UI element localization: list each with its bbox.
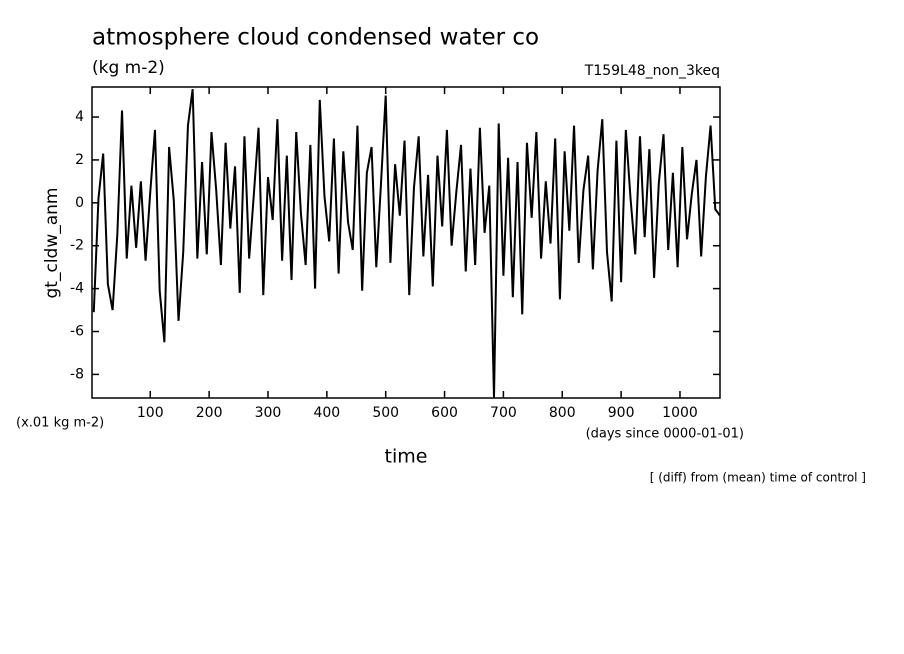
x-tick-label: 200 xyxy=(196,405,223,421)
y-tick-label: -2 xyxy=(70,238,84,254)
y-tick-label: 2 xyxy=(75,152,84,168)
y-axis-title: gt_cldw_anm xyxy=(42,188,62,299)
y-tick-label: -8 xyxy=(70,366,84,382)
note: [ (diff) from (mean) time of control ] xyxy=(650,471,866,485)
y-tick-label: 0 xyxy=(75,195,84,211)
x-tick-label: 600 xyxy=(431,405,458,421)
x-tick-label: 1000 xyxy=(662,405,698,421)
run-label: T159L48_non_3keq xyxy=(584,63,720,79)
x-tick-label: 300 xyxy=(255,405,282,421)
x-axis-title: time xyxy=(385,446,428,468)
y-tick-label: 4 xyxy=(75,109,84,125)
chart-title: atmosphere cloud condensed water co xyxy=(92,25,539,51)
x-tick-label: 500 xyxy=(372,405,399,421)
chart-subtitle: (kg m-2) xyxy=(92,58,165,78)
x-tick-label: 700 xyxy=(490,405,517,421)
x-tick-label: 400 xyxy=(313,405,340,421)
x-tick-label: 100 xyxy=(137,405,164,421)
y-tick-label: -4 xyxy=(70,281,84,297)
plot-frame xyxy=(91,86,721,399)
y-tick-label: -6 xyxy=(70,324,84,340)
x-unit: (days since 0000-01-01) xyxy=(586,427,744,442)
data-line xyxy=(92,89,720,398)
x-tick-label: 900 xyxy=(608,405,635,421)
x-tick-label: 800 xyxy=(549,405,576,421)
y-unit: (x.01 kg m-2) xyxy=(16,416,104,431)
